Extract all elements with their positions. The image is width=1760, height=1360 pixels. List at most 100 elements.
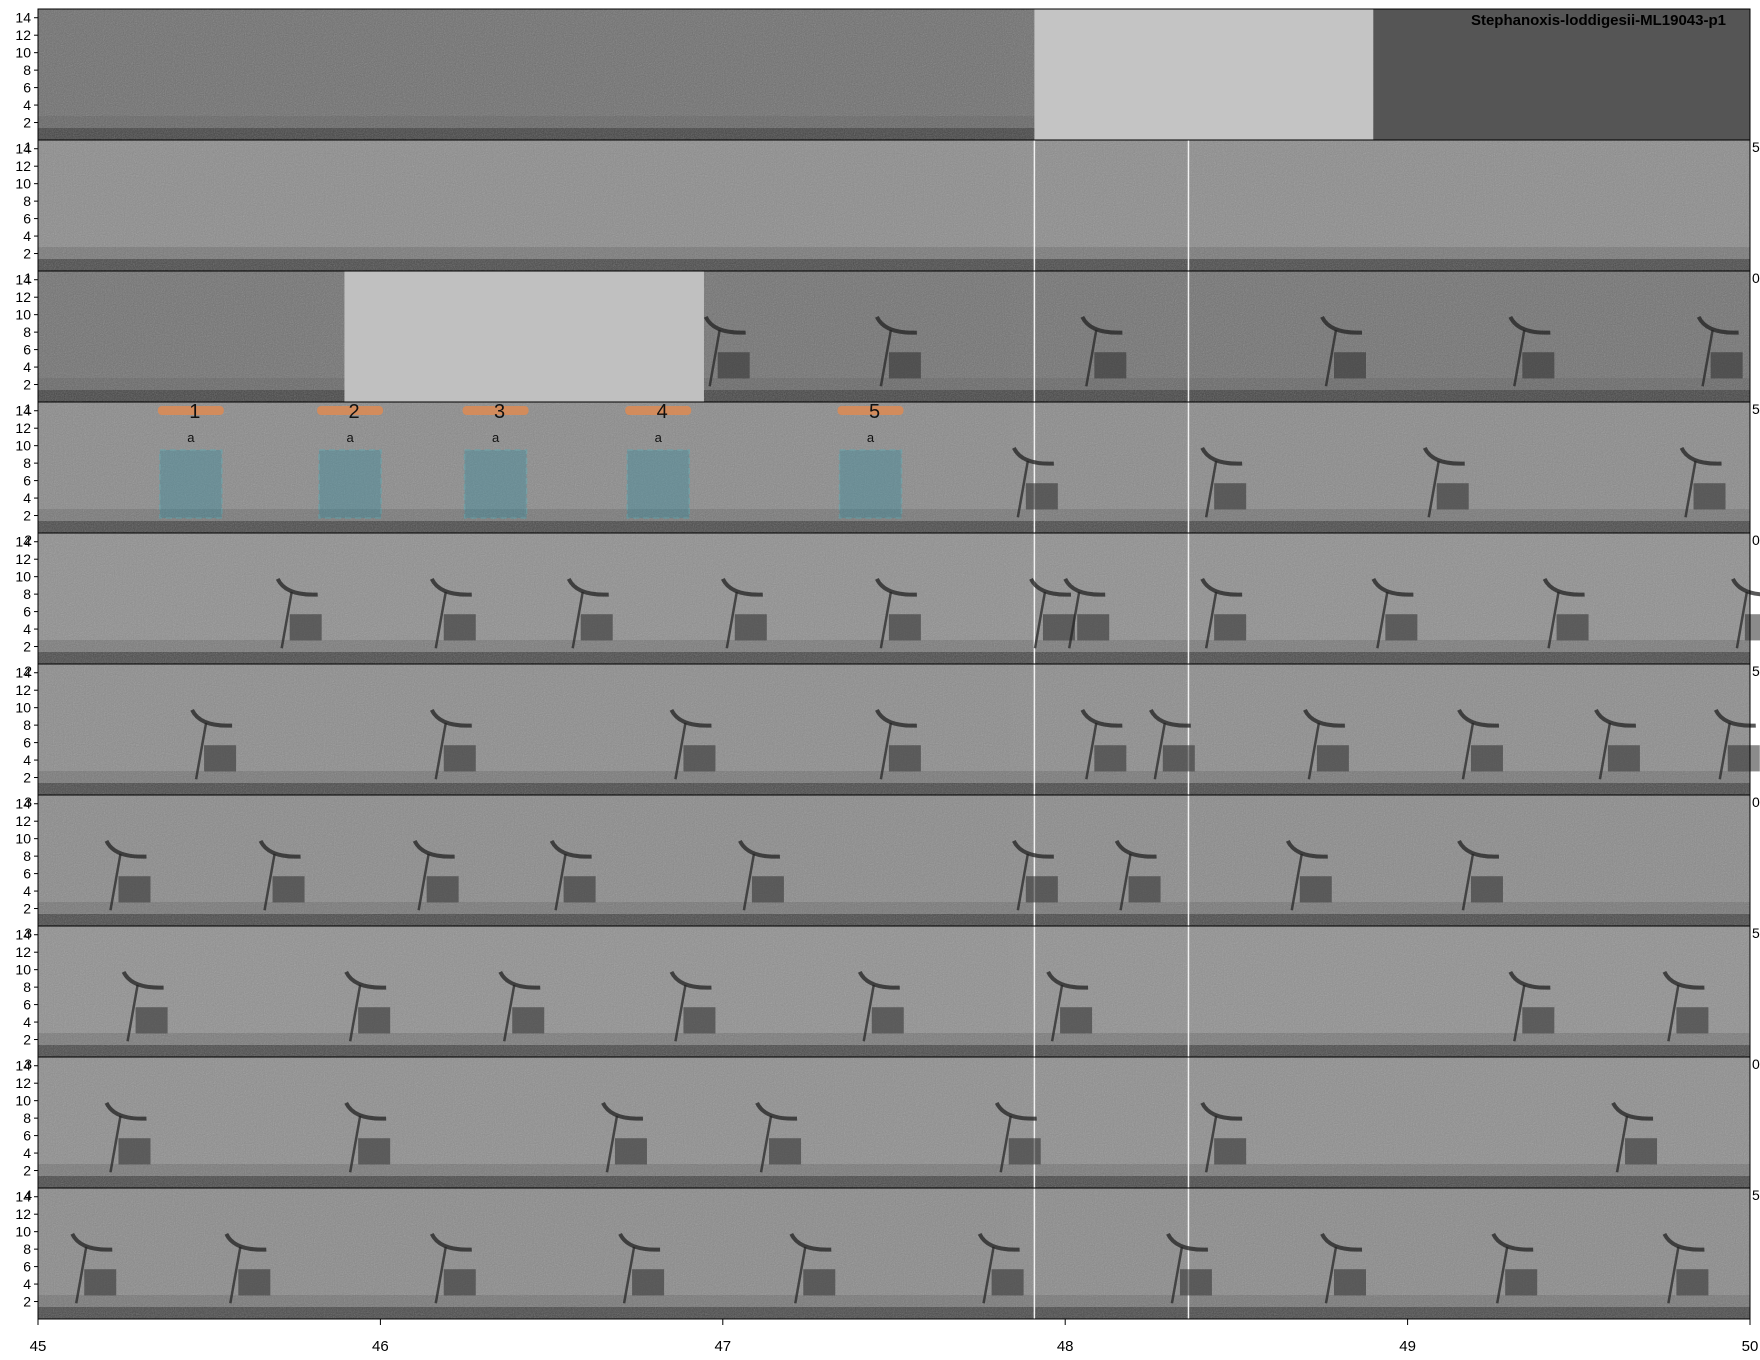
call-lower-harmonic [1214, 1138, 1247, 1165]
call-lower-harmonic [1676, 1007, 1709, 1034]
call-stem [1701, 329, 1714, 387]
freq-tick-label: 14 [15, 272, 31, 288]
freq-tick-label: 8 [23, 979, 31, 995]
selection-box[interactable] [463, 449, 528, 519]
selection-number: 5 [869, 401, 880, 423]
selection-box[interactable] [626, 449, 690, 519]
freq-tick-label: 6 [23, 866, 31, 882]
call-lower-harmonic [1625, 1138, 1658, 1165]
freq-tick-label: 10 [15, 1093, 31, 1109]
selection-label: a [346, 430, 354, 445]
time-tick-label: 50 [1742, 1338, 1759, 1355]
call-stem [1153, 722, 1167, 780]
selection-annotation[interactable]: 4a [625, 401, 692, 519]
call-mark [1594, 708, 1640, 780]
call-mark [498, 970, 545, 1042]
freq-tick-label: 10 [15, 569, 31, 585]
call-lower-harmonic [1094, 352, 1127, 379]
freq-tick-label: 6 [23, 735, 31, 751]
call-lower-harmonic [1744, 614, 1760, 641]
row-marker-left: 3 [24, 925, 32, 941]
call-upper-trace [275, 577, 318, 597]
call-upper-trace [549, 839, 592, 859]
freq-tick-label: 10 [15, 45, 31, 61]
call-mark [1696, 315, 1743, 387]
call-upper-trace [789, 1232, 832, 1252]
selection-number: 3 [494, 401, 505, 423]
noise-texture [38, 1188, 1750, 1319]
freq-tick-label: 4 [23, 228, 31, 244]
call-lower-harmonic [871, 1007, 904, 1034]
silent-block [344, 271, 704, 402]
call-stem [1667, 984, 1680, 1042]
row-marker-left: 1 [24, 270, 32, 286]
call-lower-harmonic [614, 1138, 647, 1165]
row-marker-right: 5 [1752, 401, 1760, 417]
selection-box[interactable] [159, 449, 223, 519]
silent-block [1034, 9, 1374, 140]
call-mark [1611, 1101, 1658, 1173]
selection-box[interactable] [838, 449, 903, 519]
call-mark [104, 1101, 151, 1173]
row-marker-right: 0 [1752, 532, 1760, 548]
freq-tick-label: 2 [23, 1032, 31, 1048]
freq-tick-label: 14 [15, 10, 31, 26]
selection-annotation[interactable]: 2a [317, 401, 384, 519]
call-lower-harmonic [443, 745, 476, 772]
call-upper-trace [703, 315, 746, 335]
call-lower-harmonic [888, 614, 921, 641]
freq-tick-label: 2 [23, 508, 31, 524]
selection-annotation[interactable]: 1a [157, 401, 224, 519]
freq-tick-label: 12 [15, 158, 31, 174]
row-marker-right: 0 [1752, 270, 1760, 286]
call-stem [229, 1246, 242, 1304]
call-lower-harmonic [1334, 1269, 1366, 1296]
call-lower-harmonic [135, 1007, 168, 1034]
call-lower-harmonic [1042, 614, 1075, 641]
call-lower-harmonic [717, 352, 750, 379]
row-marker-left: 4 [24, 1187, 32, 1203]
call-upper-trace [1491, 1232, 1534, 1252]
call-stem [348, 1115, 362, 1173]
call-stem [1735, 591, 1749, 649]
call-stem [1324, 329, 1338, 387]
call-stem [1615, 1115, 1629, 1173]
call-mark [1679, 446, 1726, 518]
freq-tick-label: 14 [15, 1058, 31, 1074]
call-mark [1046, 970, 1093, 1042]
call-stem [1204, 460, 1218, 518]
call-mark [875, 708, 921, 780]
selection-annotation[interactable]: 5a [837, 401, 904, 519]
call-stem [1461, 853, 1475, 911]
call-mark [344, 970, 391, 1042]
call-stem [194, 722, 208, 780]
row-marker-left: 2 [24, 532, 32, 548]
call-upper-trace [121, 970, 164, 990]
call-lower-harmonic [734, 614, 767, 641]
selection-box[interactable] [318, 449, 382, 519]
selection-annotation[interactable]: 3a [462, 401, 529, 519]
call-mark [1080, 708, 1127, 780]
call-mark [875, 315, 921, 387]
freq-tick-label: 6 [23, 604, 31, 620]
freq-tick-label: 4 [23, 1145, 31, 1161]
call-stem [742, 853, 756, 911]
time-tick-label: 46 [372, 1338, 389, 1355]
noise-texture [38, 402, 1750, 533]
freq-tick-label: 6 [23, 473, 31, 489]
call-mark [789, 1232, 836, 1304]
row-marker-right: 0 [1752, 1056, 1760, 1072]
call-upper-trace [1320, 315, 1363, 335]
call-mark [1662, 970, 1709, 1042]
call-upper-trace [875, 708, 917, 728]
call-upper-trace [1713, 708, 1756, 728]
freq-tick-label: 8 [23, 62, 31, 78]
call-upper-trace [429, 577, 472, 597]
call-stem [674, 722, 687, 780]
call-mark [1166, 1232, 1212, 1304]
call-upper-trace [1114, 839, 1157, 859]
call-stem [434, 591, 447, 649]
